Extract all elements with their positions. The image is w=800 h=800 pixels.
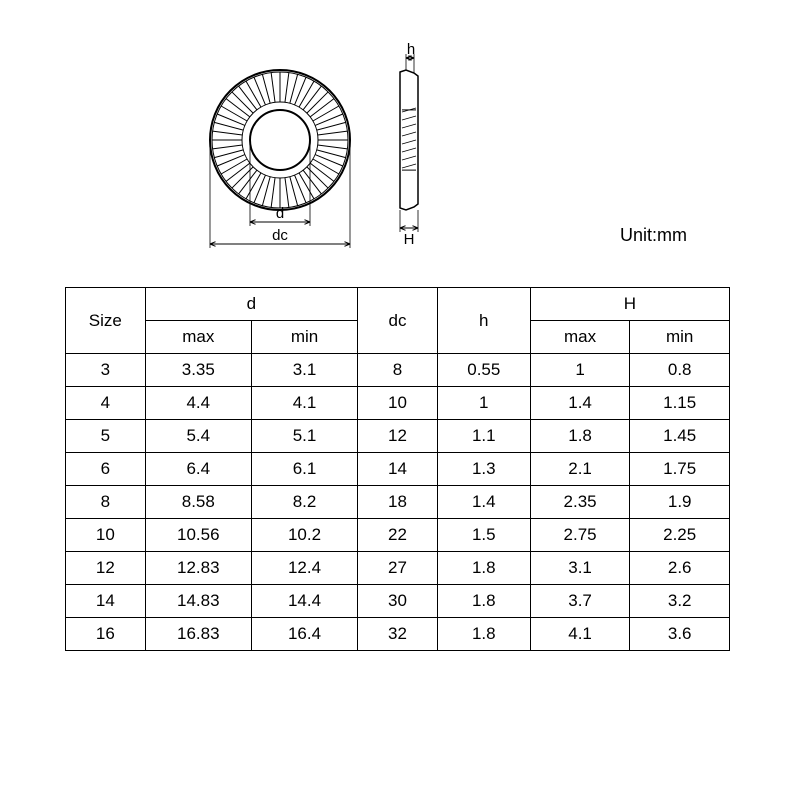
table-cell: 1.75	[630, 453, 730, 486]
table-cell: 4	[66, 387, 146, 420]
table-cell: 1.4	[530, 387, 630, 420]
table-cell: 14	[358, 453, 438, 486]
table-cell: 5.4	[145, 420, 251, 453]
table-cell: 4.4	[145, 387, 251, 420]
table-cell: 6.4	[145, 453, 251, 486]
table-cell: 3.2	[630, 585, 730, 618]
table-cell: 3.1	[530, 552, 630, 585]
table-cell: 1.4	[437, 486, 530, 519]
table-row: 1616.8316.4321.84.13.6	[66, 618, 730, 651]
table-cell: 16	[66, 618, 146, 651]
table-header: d	[145, 288, 357, 321]
table-header: max	[145, 321, 251, 354]
table-cell: 1.5	[437, 519, 530, 552]
table-cell: 18	[358, 486, 438, 519]
table-header: min	[251, 321, 357, 354]
table-cell: 3	[66, 354, 146, 387]
table-cell: 4.1	[251, 387, 357, 420]
svg-text:h: h	[407, 41, 415, 58]
table-row: 44.44.11011.41.15	[66, 387, 730, 420]
table-row: 33.353.180.5510.8	[66, 354, 730, 387]
table-cell: 8.58	[145, 486, 251, 519]
table-cell: 1.8	[437, 618, 530, 651]
table-cell: 27	[358, 552, 438, 585]
table-cell: 5.1	[251, 420, 357, 453]
table-row: 88.588.2181.42.351.9	[66, 486, 730, 519]
table-header: h	[437, 288, 530, 354]
dimension-table: SizeddchHmaxminmaxmin33.353.180.5510.844…	[65, 287, 730, 651]
table-cell: 16.83	[145, 618, 251, 651]
table-cell: 10.2	[251, 519, 357, 552]
svg-text:H: H	[404, 231, 415, 248]
table-cell: 8	[358, 354, 438, 387]
table-cell: 14	[66, 585, 146, 618]
table-header: min	[630, 321, 730, 354]
table-cell: 8	[66, 486, 146, 519]
technical-drawing: d dc Hh	[190, 40, 490, 250]
table-cell: 3.35	[145, 354, 251, 387]
table-row: 1010.5610.2221.52.752.25	[66, 519, 730, 552]
table-cell: 14.83	[145, 585, 251, 618]
table-cell: 10.56	[145, 519, 251, 552]
table-cell: 3.1	[251, 354, 357, 387]
svg-text:d: d	[276, 205, 284, 222]
svg-text:dc: dc	[272, 227, 288, 244]
table-cell: 6.1	[251, 453, 357, 486]
table-cell: 16.4	[251, 618, 357, 651]
table-cell: 1.8	[530, 420, 630, 453]
table-row: 66.46.1141.32.11.75	[66, 453, 730, 486]
unit-label: Unit:mm	[620, 225, 687, 246]
table-row: 1414.8314.4301.83.73.2	[66, 585, 730, 618]
table-cell: 10	[66, 519, 146, 552]
table-row: 1212.8312.4271.83.12.6	[66, 552, 730, 585]
table-row: 55.45.1121.11.81.45	[66, 420, 730, 453]
table-cell: 1.45	[630, 420, 730, 453]
table-cell: 12	[358, 420, 438, 453]
table-cell: 1.1	[437, 420, 530, 453]
table-cell: 3.6	[630, 618, 730, 651]
table-cell: 22	[358, 519, 438, 552]
table-cell: 3.7	[530, 585, 630, 618]
table-cell: 5	[66, 420, 146, 453]
table-cell: 6	[66, 453, 146, 486]
table-cell: 2.6	[630, 552, 730, 585]
table-cell: 2.75	[530, 519, 630, 552]
table-cell: 1.9	[630, 486, 730, 519]
table-cell: 2.25	[630, 519, 730, 552]
table-cell: 1.8	[437, 585, 530, 618]
table-cell: 1.3	[437, 453, 530, 486]
table-header: H	[530, 288, 729, 321]
table-cell: 2.35	[530, 486, 630, 519]
table-header: dc	[358, 288, 438, 354]
table-cell: 10	[358, 387, 438, 420]
table-cell: 8.2	[251, 486, 357, 519]
table-cell: 0.55	[437, 354, 530, 387]
table-cell: 30	[358, 585, 438, 618]
table-cell: 1.8	[437, 552, 530, 585]
table-cell: 0.8	[630, 354, 730, 387]
table-cell: 32	[358, 618, 438, 651]
table-cell: 4.1	[530, 618, 630, 651]
table-cell: 12.83	[145, 552, 251, 585]
table-cell: 14.4	[251, 585, 357, 618]
table-cell: 2.1	[530, 453, 630, 486]
table-header: Size	[66, 288, 146, 354]
table-cell: 1.15	[630, 387, 730, 420]
table-cell: 1	[437, 387, 530, 420]
table-cell: 12	[66, 552, 146, 585]
table-cell: 1	[530, 354, 630, 387]
table-cell: 12.4	[251, 552, 357, 585]
table-header: max	[530, 321, 630, 354]
